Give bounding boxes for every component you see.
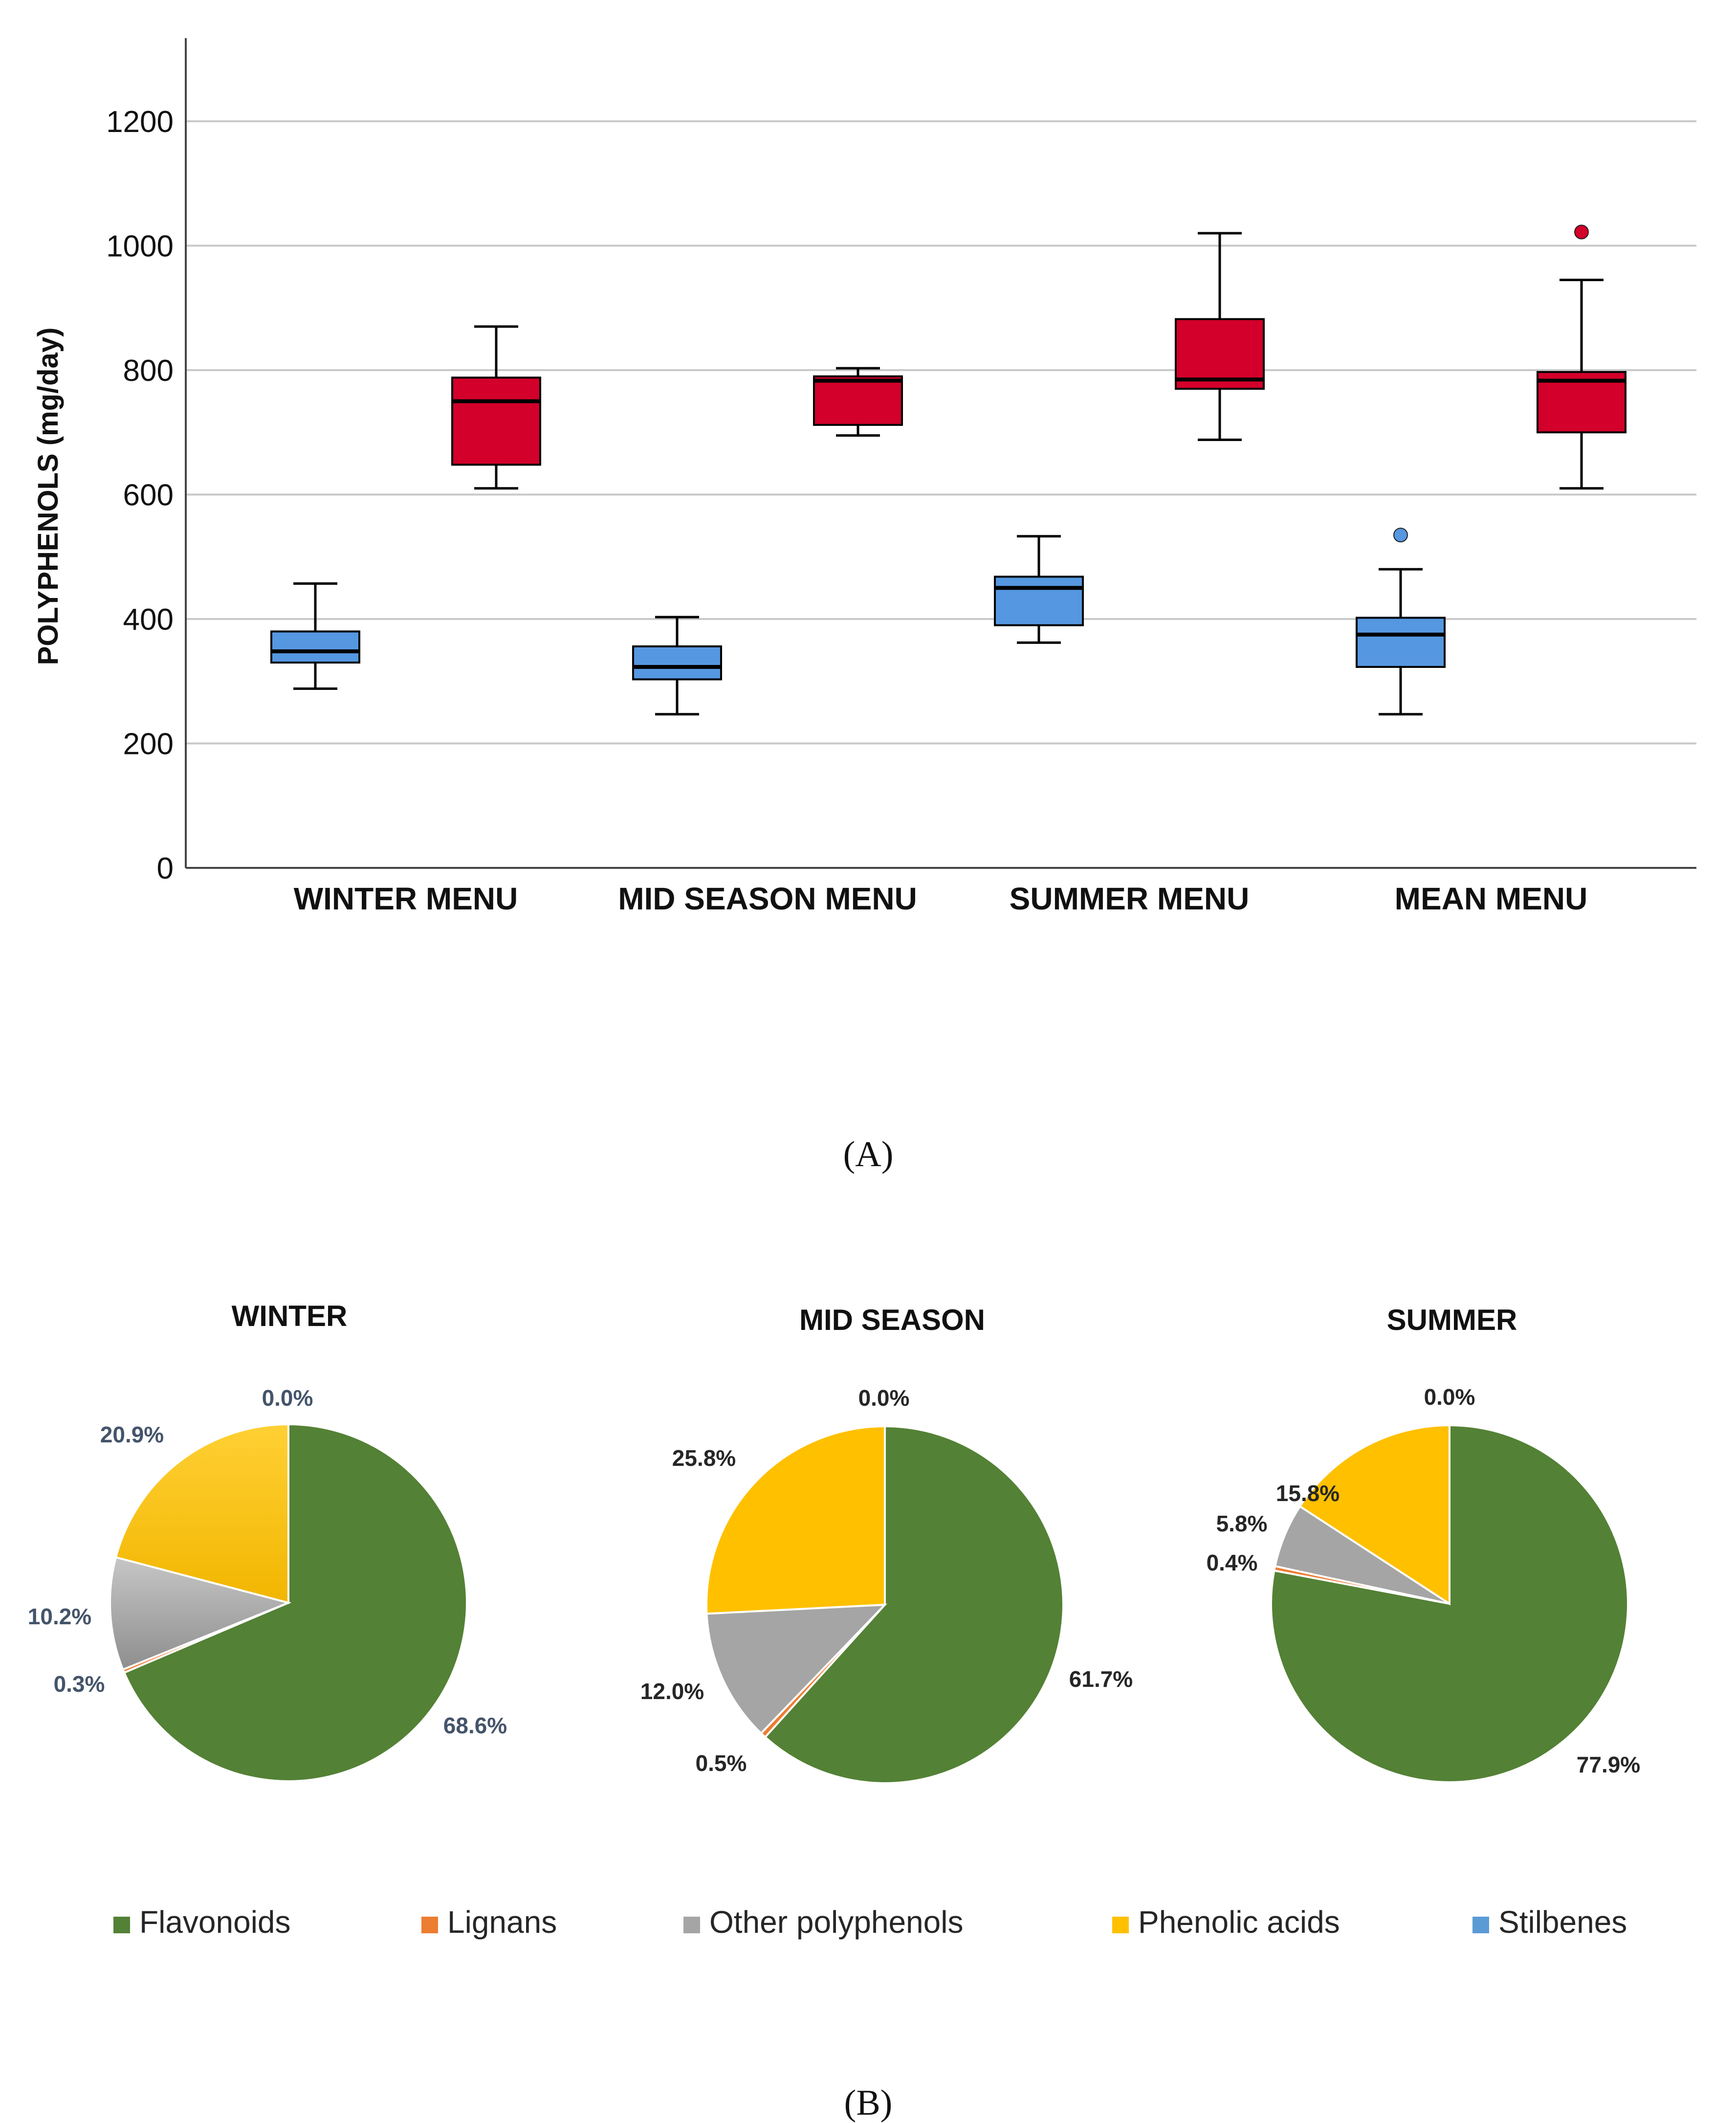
pie-slice-phenolic bbox=[1298, 1424, 1450, 1606]
pie-title-winter: WINTER bbox=[232, 1300, 348, 1332]
legend-swatch-flavonoids bbox=[113, 1917, 130, 1933]
y-tick-label: 800 bbox=[123, 354, 174, 388]
box-blue bbox=[1356, 528, 1446, 716]
pie-slice-other bbox=[109, 1556, 292, 1671]
x-category-label: MID SEASON MENU bbox=[618, 881, 917, 916]
box-red bbox=[813, 367, 903, 437]
box-red bbox=[1537, 224, 1626, 490]
y-tick-label: 200 bbox=[123, 728, 174, 761]
pie-slice-phenolic bbox=[705, 1425, 886, 1615]
pie-slice-flavonoids bbox=[764, 1425, 1064, 1784]
pie-label-phenolic: 15.8% bbox=[1276, 1481, 1340, 1506]
pie-slice-other bbox=[705, 1603, 887, 1735]
pie-label-stilbenes: 0.0% bbox=[858, 1385, 910, 1411]
outlier-point bbox=[1574, 224, 1589, 240]
pie-label-stilbenes: 0.0% bbox=[1424, 1384, 1475, 1410]
pie-summer: SUMMER 77.9% 0.4% 5.8% 15.8% 0.0% bbox=[1207, 1304, 1640, 1783]
legend: Flavonoids Lignans Other polyphenols Phe… bbox=[113, 1904, 1627, 1940]
y-tick-label: 1000 bbox=[106, 230, 174, 264]
pie-title-summer: SUMMER bbox=[1387, 1304, 1517, 1336]
legend-label-flavonoids: Flavonoids bbox=[139, 1904, 291, 1940]
panel-a-label: (A) bbox=[843, 1134, 894, 1174]
y-tick-label: 0 bbox=[157, 852, 174, 885]
pie-slice-phenolic bbox=[114, 1423, 289, 1604]
legend-label-lignans: Lignans bbox=[447, 1904, 557, 1940]
legend-label-other: Other polyphenols bbox=[709, 1904, 963, 1940]
x-category-label: WINTER MENU bbox=[294, 881, 518, 916]
box-iqr bbox=[451, 376, 541, 466]
box-iqr bbox=[994, 575, 1084, 626]
box-blue bbox=[632, 616, 722, 716]
y-tick-label: 400 bbox=[123, 603, 174, 637]
box-blue bbox=[994, 535, 1084, 644]
pie-label-flavonoids: 68.6% bbox=[443, 1713, 507, 1738]
pie-label-flavonoids: 77.9% bbox=[1577, 1752, 1640, 1777]
box-blue bbox=[270, 582, 360, 690]
pie-label-other: 10.2% bbox=[28, 1604, 91, 1629]
legend-label-phenolic: Phenolic acids bbox=[1138, 1904, 1340, 1940]
y-axis-title: POLYPHENOLS (mg/day) bbox=[32, 328, 64, 665]
pie-label-lignans: 0.5% bbox=[696, 1750, 747, 1776]
x-category-label: MEAN MENU bbox=[1395, 881, 1588, 916]
pie-charts: WINTER 68.6% 0.3% 10.2% 20.9% 0.0% MID S… bbox=[28, 1300, 1640, 1940]
box-iqr bbox=[1175, 318, 1265, 390]
boxplot-chart: 0 200 400 600 800 1000 1200 POLYPHENOLS (mg/da… bbox=[32, 38, 1696, 916]
pie-slice-other bbox=[1274, 1505, 1450, 1605]
pie-slice-flavonoids bbox=[123, 1423, 468, 1782]
pie-label-flavonoids: 61.7% bbox=[1069, 1666, 1133, 1692]
box-red bbox=[1175, 232, 1265, 442]
legend-swatch-stilbenes bbox=[1472, 1917, 1489, 1933]
outlier-point bbox=[1393, 528, 1408, 543]
box-iqr bbox=[632, 645, 722, 681]
panel-b-label: (B) bbox=[844, 2083, 893, 2123]
legend-label-stilbenes: Stilbenes bbox=[1498, 1904, 1627, 1940]
y-tick-label: 600 bbox=[123, 479, 174, 512]
x-category-label: SUMMER MENU bbox=[1010, 881, 1250, 916]
pie-label-lignans: 0.3% bbox=[54, 1671, 105, 1697]
y-tick-label: 1200 bbox=[106, 105, 174, 139]
pie-label-stilbenes: 0.0% bbox=[262, 1385, 313, 1411]
box-iqr bbox=[1356, 617, 1446, 668]
pie-title-mid-season: MID SEASON bbox=[799, 1304, 985, 1336]
y-tick-labels: 0 200 400 600 800 1000 1200 bbox=[106, 105, 174, 885]
pie-label-other: 5.8% bbox=[1216, 1511, 1268, 1536]
pie-label-phenolic: 25.8% bbox=[672, 1445, 736, 1471]
pie-winter: WINTER 68.6% 0.3% 10.2% 20.9% 0.0% bbox=[28, 1300, 507, 1782]
x-category-labels: WINTER MENU MID SEASON MENU SUMMER MENU MEA… bbox=[294, 881, 1588, 916]
box-iqr bbox=[813, 375, 903, 426]
legend-swatch-lignans bbox=[421, 1917, 438, 1933]
boxes bbox=[270, 224, 1626, 716]
legend-swatch-phenolic bbox=[1112, 1917, 1129, 1933]
box-red bbox=[451, 325, 541, 490]
box-iqr bbox=[270, 630, 360, 664]
pie-mid-season: MID SEASON 61.7% 0.5% 12.0% 25.8% 0.0% bbox=[640, 1304, 1133, 1784]
pie-label-lignans: 0.4% bbox=[1207, 1550, 1258, 1575]
legend-swatch-other bbox=[683, 1917, 700, 1933]
pie-label-phenolic: 20.9% bbox=[100, 1422, 164, 1447]
grid-lines bbox=[186, 120, 1696, 745]
pie-label-other: 12.0% bbox=[640, 1679, 704, 1704]
